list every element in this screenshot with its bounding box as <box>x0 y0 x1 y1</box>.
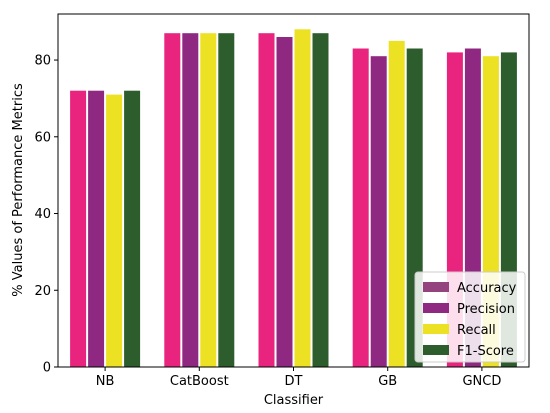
x-tick-label: CatBoost <box>170 374 229 389</box>
y-tick-label: 40 <box>34 207 51 222</box>
x-axis: NB CatBoost DT GB GNCD <box>96 367 501 389</box>
y-axis: 0 20 40 60 80 <box>34 54 58 376</box>
y-tick-label: 60 <box>34 130 51 145</box>
bar-recall-dt <box>294 29 311 368</box>
x-tick-label: GNCD <box>462 374 501 389</box>
y-tick-label: 0 <box>43 361 51 376</box>
bar-recall-catboost <box>200 33 217 367</box>
x-tick-label: NB <box>96 374 115 389</box>
x-tick-label: GB <box>378 374 397 389</box>
bar-recall-gb <box>388 40 405 368</box>
legend-swatch <box>423 303 449 313</box>
bar-accuracy-dt <box>258 33 275 367</box>
legend-swatch <box>423 324 449 334</box>
legend-label: Precision <box>457 302 515 317</box>
bar-f1-score-nb <box>124 90 141 367</box>
legend-box <box>414 271 526 363</box>
bar-accuracy-catboost <box>164 33 181 367</box>
y-axis-label: % Values of Performance Metrics <box>11 83 26 297</box>
bar-precision-catboost <box>182 33 199 367</box>
legend-label: Accuracy <box>457 281 517 296</box>
bar-precision-dt <box>276 37 293 367</box>
legend-swatch <box>423 345 449 355</box>
bar-accuracy-nb <box>70 90 87 367</box>
bar-recall-nb <box>106 94 123 367</box>
legend-label: F1-Score <box>457 344 514 359</box>
x-tick-label: DT <box>285 374 303 389</box>
bar-accuracy-gb <box>352 48 369 367</box>
bar-precision-nb <box>88 90 105 367</box>
bar-precision-gb <box>370 56 387 367</box>
legend-swatch <box>423 282 449 292</box>
y-tick-label: 20 <box>34 284 51 299</box>
bar-f1-score-dt <box>312 33 329 367</box>
y-tick-label: 80 <box>34 54 51 69</box>
legend-label: Recall <box>457 323 496 338</box>
x-axis-label: Classifier <box>264 393 324 408</box>
bar-f1-score-catboost <box>218 33 235 367</box>
legend: Accuracy Precision Recall F1-Score <box>414 271 526 363</box>
